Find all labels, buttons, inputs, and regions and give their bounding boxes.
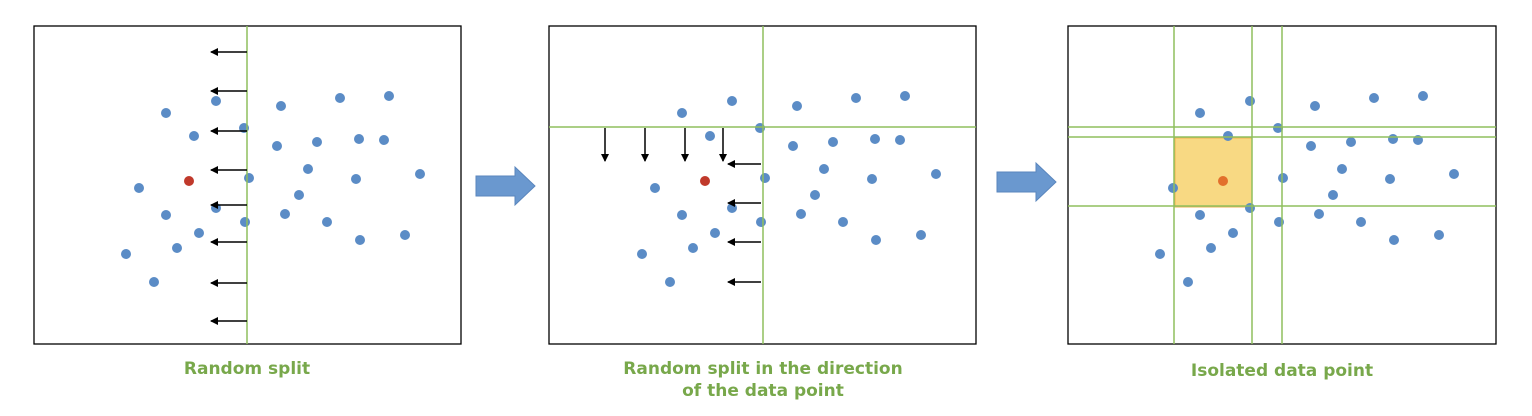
data-point [272,141,282,151]
data-point [134,183,144,193]
data-point [1328,190,1338,200]
data-point [788,141,798,151]
data-point [705,131,715,141]
splits [246,26,1496,344]
data-point [677,210,687,220]
data-point [931,169,941,179]
data-point [796,209,806,219]
data-point [1434,230,1444,240]
data-point [294,190,304,200]
caption: Isolated data point [1191,361,1373,381]
caption: Random split [184,359,310,379]
data-point [1183,277,1193,287]
data-point [1223,131,1233,141]
anomaly-point [1218,176,1228,186]
data-point [240,217,250,227]
data-point [727,96,737,106]
arrows [210,48,761,325]
data-point [312,137,322,147]
data-point [172,243,182,253]
data-point [149,277,159,287]
data-point [1418,91,1428,101]
data-point [384,91,394,101]
data-point [851,93,861,103]
dots [121,91,1459,287]
data-point [688,243,698,253]
data-point [1206,243,1216,253]
data-point [1245,96,1255,106]
data-point [760,173,770,183]
data-point [276,101,286,111]
data-point [677,108,687,118]
data-point [1369,93,1379,103]
data-point [1389,235,1399,245]
data-point [351,174,361,184]
data-point [161,108,171,118]
data-point [379,135,389,145]
data-point [211,96,221,106]
data-point [355,235,365,245]
data-point [244,173,254,183]
data-point [1228,228,1238,238]
data-point [1314,209,1324,219]
data-point [1346,137,1356,147]
data-point [870,134,880,144]
data-point [1155,249,1165,259]
data-point [189,131,199,141]
data-point [650,183,660,193]
data-point [1385,174,1395,184]
data-point [828,137,838,147]
data-point [303,164,313,174]
data-point [838,217,848,227]
data-point [819,164,829,174]
isolation-box [1174,137,1253,208]
data-point [756,217,766,227]
data-point [1449,169,1459,179]
data-point [710,228,720,238]
data-point [1337,164,1347,174]
data-point [1168,183,1178,193]
data-point [895,135,905,145]
data-point [194,228,204,238]
data-point [1306,141,1316,151]
data-point [322,217,332,227]
data-point [916,230,926,240]
data-point [810,190,820,200]
data-point [1388,134,1398,144]
caption: of the data point [682,381,844,401]
data-point [871,235,881,245]
data-point [637,249,647,259]
caption: Random split in the direction [623,359,902,379]
data-point [280,209,290,219]
data-point [900,91,910,101]
data-point [415,169,425,179]
data-point [867,174,877,184]
data-point [727,203,737,213]
data-point [665,277,675,287]
data-point [792,101,802,111]
data-point [354,134,364,144]
data-point [335,93,345,103]
data-point [400,230,410,240]
anomaly-point [700,176,710,186]
data-point [1195,210,1205,220]
data-point [121,249,131,259]
data-point [1310,101,1320,111]
flow-arrow [996,161,1057,203]
data-point [161,210,171,220]
data-point [1245,203,1255,213]
anomaly-point [184,176,194,186]
data-point [1195,108,1205,118]
data-point [1356,217,1366,227]
data-point [1278,173,1288,183]
data-point [1273,123,1283,133]
flow-arrow [475,165,536,207]
